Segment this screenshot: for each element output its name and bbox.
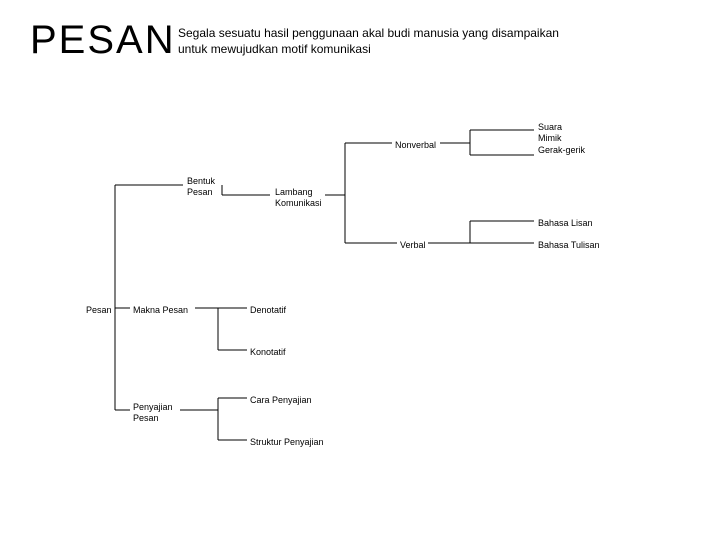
node-makna-pesan: Makna Pesan bbox=[133, 305, 188, 316]
node-verbal: Verbal bbox=[400, 240, 426, 251]
subtitle-line2: untuk mewujudkan motif komunikasi bbox=[178, 42, 371, 56]
node-cara-penyajian: Cara Penyajian bbox=[250, 395, 312, 406]
node-penyajian-pesan: PenyajianPesan bbox=[133, 402, 173, 425]
node-pesan-root: Pesan bbox=[86, 305, 112, 316]
node-denotatif: Denotatif bbox=[250, 305, 286, 316]
page-title: PESAN bbox=[30, 18, 176, 63]
page-subtitle: Segala sesuatu hasil penggunaan akal bud… bbox=[178, 26, 618, 57]
node-bentuk-pesan: BentukPesan bbox=[187, 176, 215, 199]
node-nonverbal: Nonverbal bbox=[395, 140, 436, 151]
node-lambang-komunikasi: LambangKomunikasi bbox=[275, 187, 322, 210]
tree-connectors bbox=[0, 0, 720, 540]
node-bahasa-lisan: Bahasa Lisan bbox=[538, 218, 593, 229]
subtitle-line1: Segala sesuatu hasil penggunaan akal bud… bbox=[178, 26, 559, 40]
node-konotatif: Konotatif bbox=[250, 347, 286, 358]
node-bahasa-tulisan: Bahasa Tulisan bbox=[538, 240, 600, 251]
node-struktur-penyajian: Struktur Penyajian bbox=[250, 437, 324, 448]
node-suara-mimik: SuaraMimikGerak-gerik bbox=[538, 122, 585, 156]
